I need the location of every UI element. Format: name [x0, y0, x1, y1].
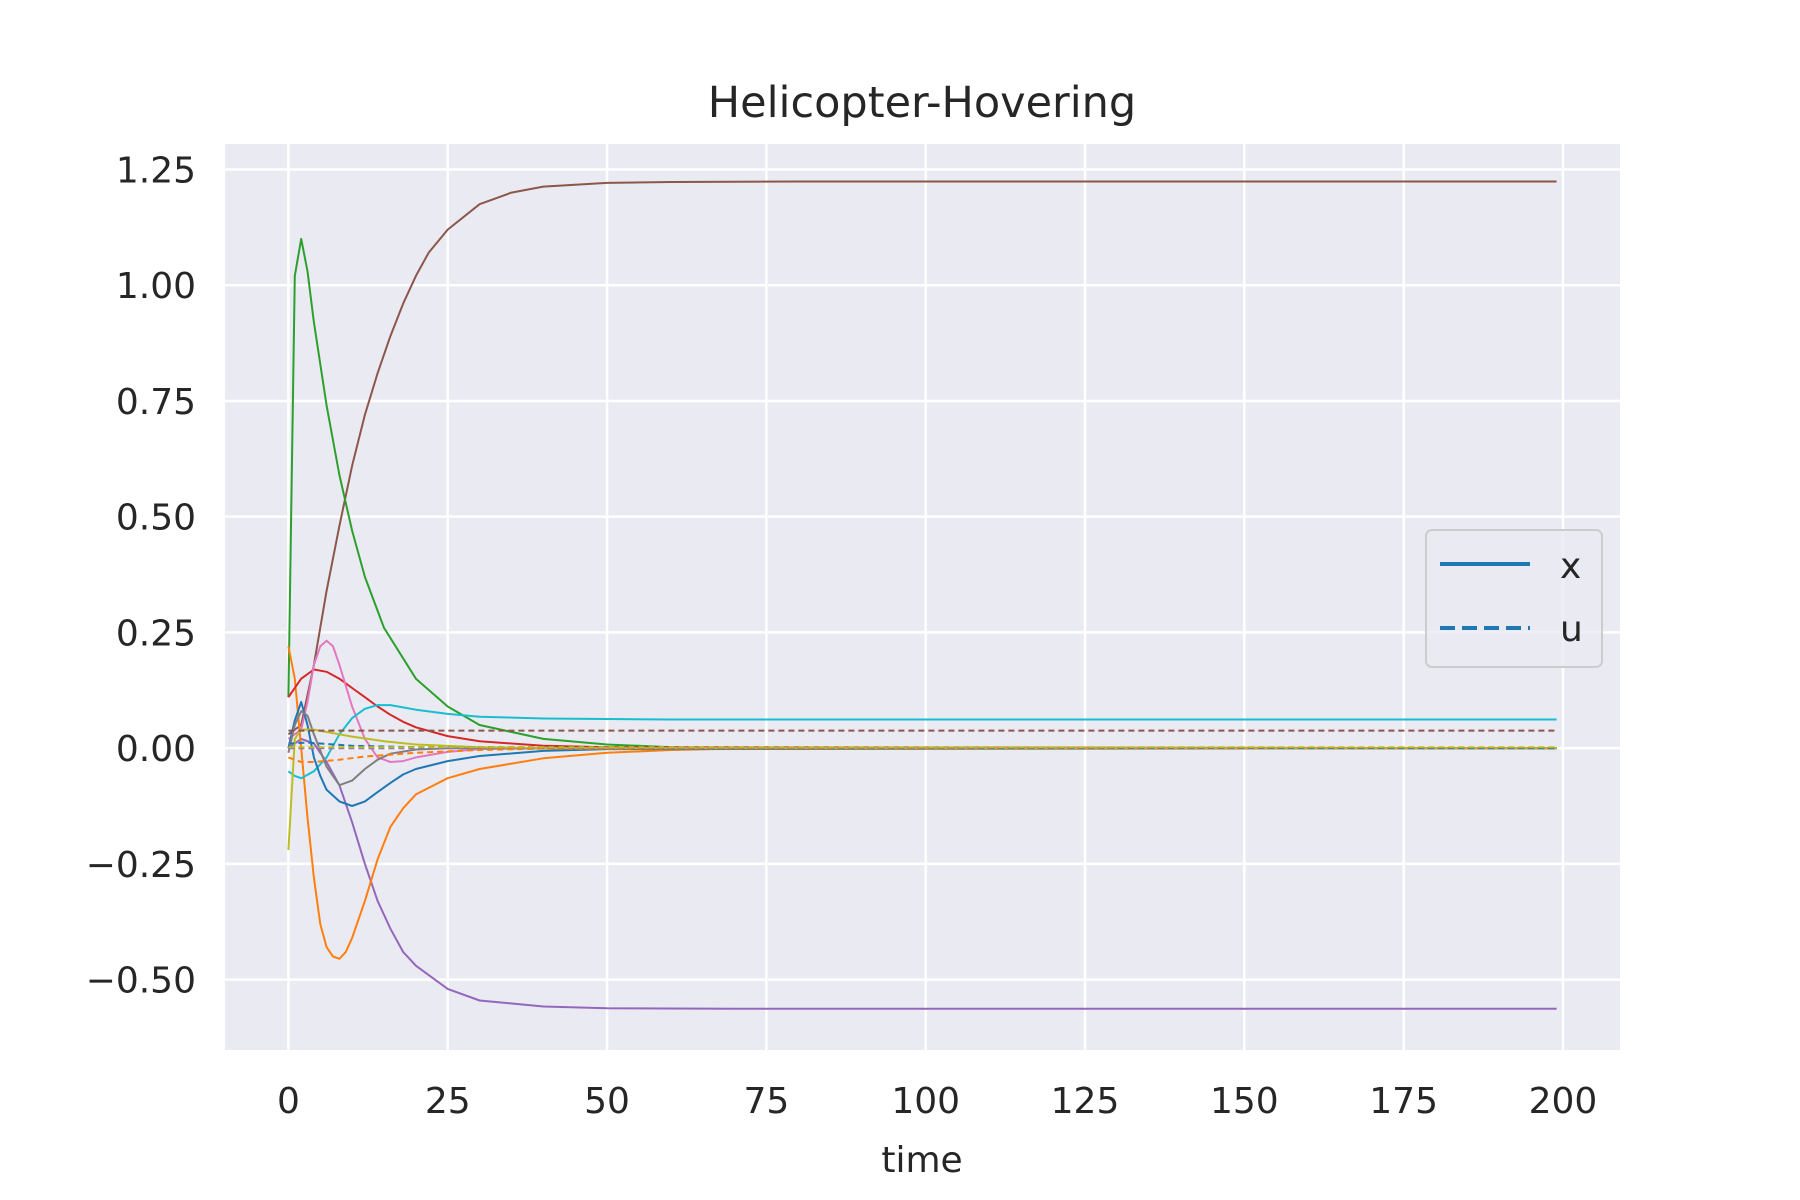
y-tick-label: 0.75: [116, 382, 196, 423]
u-series-line: [288, 747, 1557, 763]
u-series-line: [288, 741, 1557, 750]
y-tick-label: 0.50: [116, 498, 196, 539]
x-series-line: [287, 237, 1557, 750]
x-series-line: [287, 710, 1557, 787]
x-series-line: [287, 646, 1557, 960]
y-tick-label: 1.25: [116, 150, 196, 191]
x-tick-label: 75: [743, 1081, 789, 1122]
y-tick-label: −0.25: [86, 845, 196, 886]
x-tick-label: 25: [425, 1081, 471, 1122]
y-tick-label: −0.50: [86, 961, 196, 1002]
x-series-line: [287, 668, 1557, 750]
x-tick-label: 50: [584, 1081, 630, 1122]
x-tick-label: 200: [1529, 1081, 1598, 1122]
x-axis-label: time: [881, 1140, 962, 1181]
y-tick-label: 0.25: [116, 613, 196, 654]
y-tick-label: 1.00: [116, 266, 196, 307]
y-tick-label: 0.00: [116, 729, 196, 770]
x-tick-label: 100: [891, 1081, 960, 1122]
legend-label-u: u: [1560, 609, 1583, 650]
x-tick-label: 125: [1051, 1081, 1120, 1122]
series-lines: [287, 180, 1557, 1010]
legend-label-x: x: [1560, 546, 1581, 587]
x-tick-label: 150: [1210, 1081, 1279, 1122]
legend: x u: [1425, 529, 1603, 668]
plot-area: [225, 144, 1620, 1050]
x-tick-label: 0: [277, 1081, 300, 1122]
x-tick-label: 175: [1369, 1081, 1438, 1122]
x-series-line: [287, 180, 1557, 736]
chart-title: Helicopter-Hovering: [708, 78, 1136, 128]
x-series-line: [287, 704, 1557, 780]
x-tick-labels: 0 25 50 75 100 125 150 175 200: [277, 1081, 1597, 1122]
y-tick-labels: 1.25 1.00 0.75 0.50 0.25 0.00 −0.25 −0.50: [86, 150, 196, 1001]
x-series-line: [287, 700, 1557, 807]
